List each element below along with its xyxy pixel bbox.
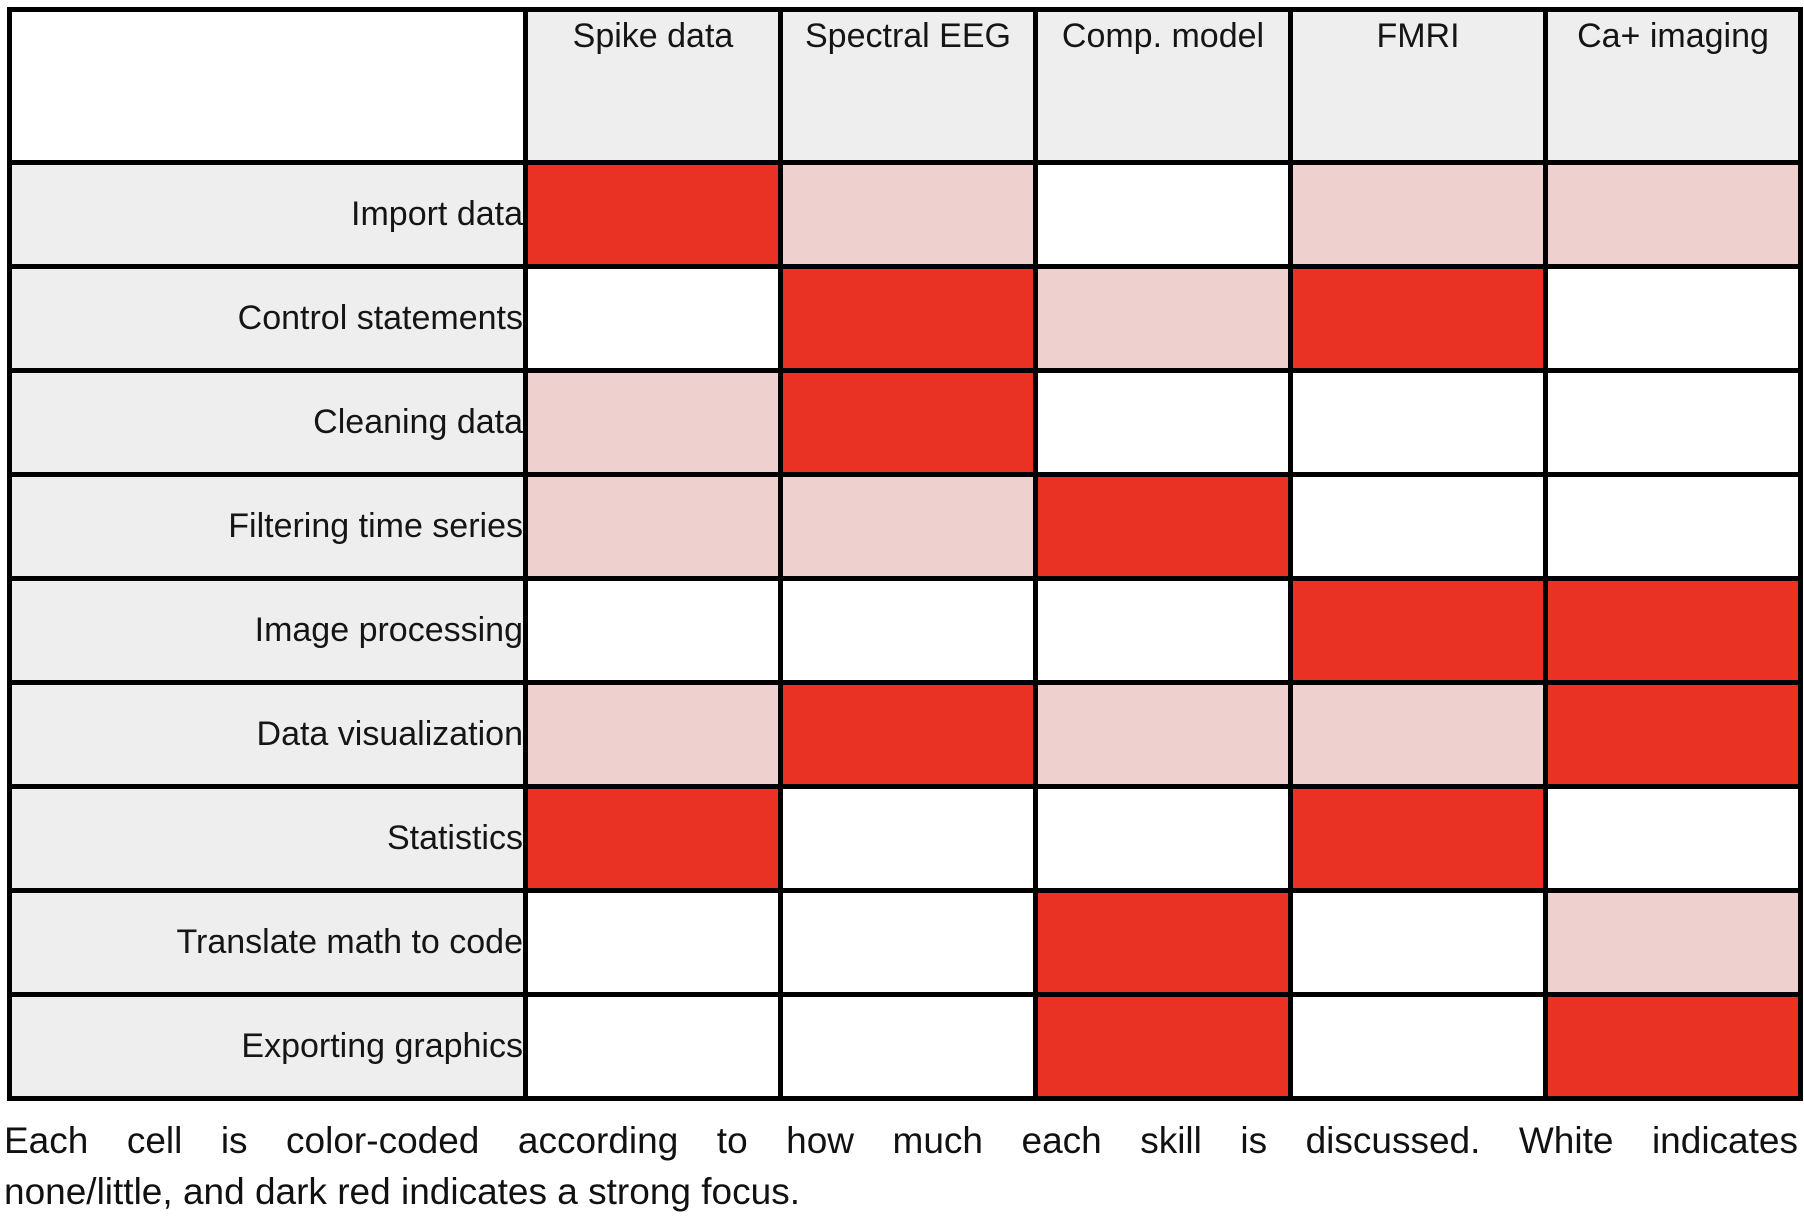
- row-label-6: Data visualization: [7, 680, 528, 789]
- heatmap-cell: [523, 888, 783, 997]
- heatmap-cell: [1033, 160, 1293, 269]
- heatmap-cell: [1543, 576, 1803, 685]
- heatmap-cell: [778, 680, 1038, 789]
- table-row: Control statements: [7, 264, 1803, 373]
- heatmap-cell: [523, 992, 783, 1101]
- heatmap-cell: [1543, 264, 1803, 373]
- heatmap-cell: [1288, 680, 1548, 789]
- heatmap-cell: [1033, 472, 1293, 581]
- heatmap-cell: [523, 472, 783, 581]
- heatmap-cell: [1543, 888, 1803, 997]
- heatmap-cell: [778, 160, 1038, 269]
- heatmap-cell: [1288, 784, 1548, 893]
- corner-cell: [7, 7, 528, 165]
- heatmap-cell: [523, 368, 783, 477]
- table-row: Cleaning data: [7, 368, 1803, 477]
- column-header-5: Ca+ imaging: [1543, 7, 1803, 165]
- heatmap-cell: [778, 368, 1038, 477]
- heatmap-header: Spike data Spectral EEG Comp. model FMRI Ca+…: [7, 7, 1803, 165]
- heatmap-cell: [778, 888, 1038, 997]
- column-header-1: Spike data: [523, 7, 783, 165]
- heatmap-cell: [1543, 368, 1803, 477]
- heatmap-cell: [778, 576, 1038, 685]
- caption-line-2: none/little, and dark red indicates a st…: [4, 1171, 800, 1212]
- table-row: Exporting graphics: [7, 992, 1803, 1101]
- heatmap-cell: [523, 264, 783, 373]
- heatmap-cell: [778, 264, 1038, 373]
- heatmap-cell: [778, 992, 1038, 1101]
- heatmap-cell: [523, 784, 783, 893]
- row-label-7: Statistics: [7, 784, 528, 893]
- row-label-4: Filtering time series: [7, 472, 528, 581]
- heatmap-cell: [1033, 992, 1293, 1101]
- row-label-8: Translate math to code: [7, 888, 528, 997]
- heatmap-cell: [1543, 680, 1803, 789]
- heatmap-cell: [1288, 992, 1548, 1101]
- heatmap-table: Spike data Spectral EEG Comp. model FMRI Ca+…: [7, 7, 1803, 1101]
- heatmap-cell: [1543, 472, 1803, 581]
- table-row: Image processing: [7, 576, 1803, 685]
- column-header-4: FMRI: [1288, 7, 1548, 165]
- heatmap-cell: [1288, 472, 1548, 581]
- heatmap-cell: [1033, 368, 1293, 477]
- table-row: Import data: [7, 160, 1803, 269]
- row-label-1: Import data: [7, 160, 528, 269]
- heatmap-cell: [1543, 992, 1803, 1101]
- heatmap-body: Import data Control statements Cleaning da…: [7, 160, 1803, 1101]
- column-header-3: Comp. model: [1033, 7, 1293, 165]
- heatmap-cell: [1288, 888, 1548, 997]
- row-label-5: Image processing: [7, 576, 528, 685]
- column-header-2: Spectral EEG: [778, 7, 1038, 165]
- heatmap-cell: [778, 472, 1038, 581]
- figure-caption: Each cell is color-coded according to ho…: [4, 1115, 1798, 1217]
- heatmap-cell: [1543, 784, 1803, 893]
- heatmap-cell: [1033, 264, 1293, 373]
- heatmap-cell: [778, 784, 1038, 893]
- table-row: Statistics: [7, 784, 1803, 893]
- skills-heatmap-figure: Spike data Spectral EEG Comp. model FMRI Ca+…: [0, 7, 1804, 1217]
- row-label-2: Control statements: [7, 264, 528, 373]
- heatmap-cell: [1288, 576, 1548, 685]
- header-row: Spike data Spectral EEG Comp. model FMRI Ca+…: [7, 7, 1803, 165]
- row-label-9: Exporting graphics: [7, 992, 528, 1101]
- row-label-3: Cleaning data: [7, 368, 528, 477]
- heatmap-cell: [523, 576, 783, 685]
- heatmap-cell: [523, 160, 783, 269]
- table-row: Data visualization: [7, 680, 1803, 789]
- table-row: Filtering time series: [7, 472, 1803, 581]
- heatmap-cell: [1288, 264, 1548, 373]
- heatmap-cell: [1033, 576, 1293, 685]
- heatmap-cell: [1033, 784, 1293, 893]
- heatmap-cell: [1033, 680, 1293, 789]
- caption-line-1: Each cell is color-coded according to ho…: [4, 1120, 1798, 1161]
- heatmap-cell: [1543, 160, 1803, 269]
- table-row: Translate math to code: [7, 888, 1803, 997]
- heatmap-cell: [1288, 160, 1548, 269]
- heatmap-cell: [1288, 368, 1548, 477]
- heatmap-cell: [523, 680, 783, 789]
- heatmap-cell: [1033, 888, 1293, 997]
